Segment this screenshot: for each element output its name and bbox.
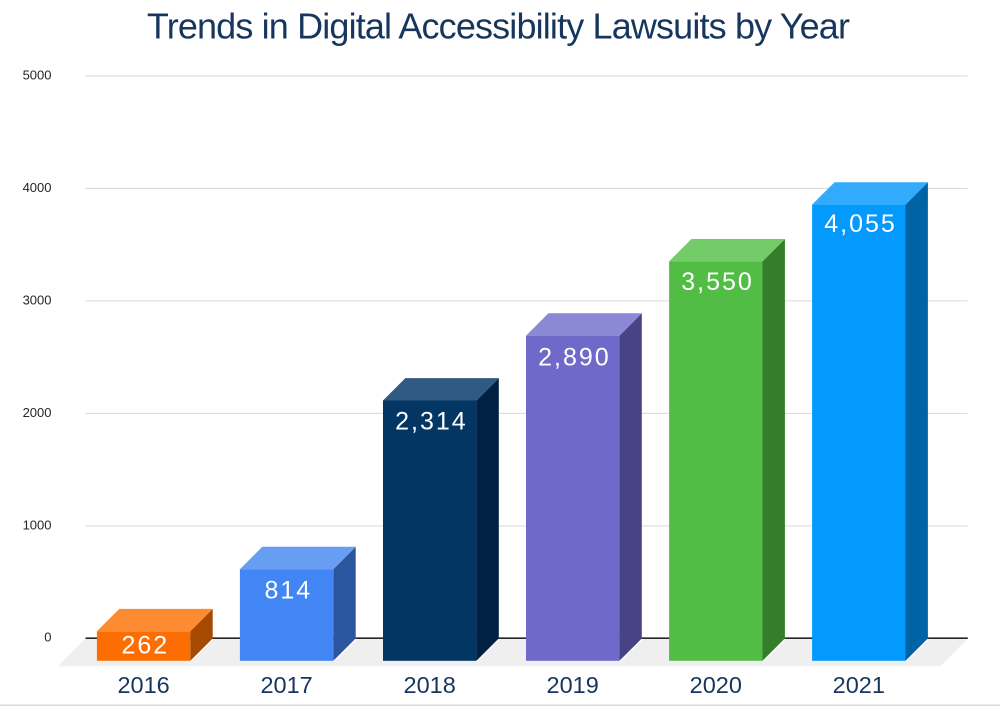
svg-text:2,890: 2,890: [538, 344, 611, 372]
svg-text:2021: 2021: [833, 672, 885, 698]
svg-text:2000: 2000: [23, 405, 52, 420]
svg-text:1000: 1000: [23, 518, 52, 533]
svg-text:814: 814: [264, 576, 312, 604]
svg-text:0: 0: [44, 630, 51, 645]
svg-text:Trends in Digital Accessibilit: Trends in Digital Accessibility Lawsuits…: [147, 6, 850, 47]
svg-text:4000: 4000: [23, 180, 52, 195]
svg-text:2020: 2020: [690, 672, 742, 698]
svg-text:2016: 2016: [117, 672, 169, 698]
svg-text:3,550: 3,550: [681, 268, 754, 296]
svg-text:2017: 2017: [260, 672, 312, 698]
svg-text:2,314: 2,314: [395, 408, 468, 436]
svg-text:2019: 2019: [547, 672, 599, 698]
svg-text:5000: 5000: [23, 68, 52, 83]
svg-text:3000: 3000: [23, 293, 52, 308]
svg-text:2018: 2018: [404, 672, 456, 698]
svg-text:4,055: 4,055: [824, 210, 897, 238]
svg-text:262: 262: [121, 631, 169, 659]
